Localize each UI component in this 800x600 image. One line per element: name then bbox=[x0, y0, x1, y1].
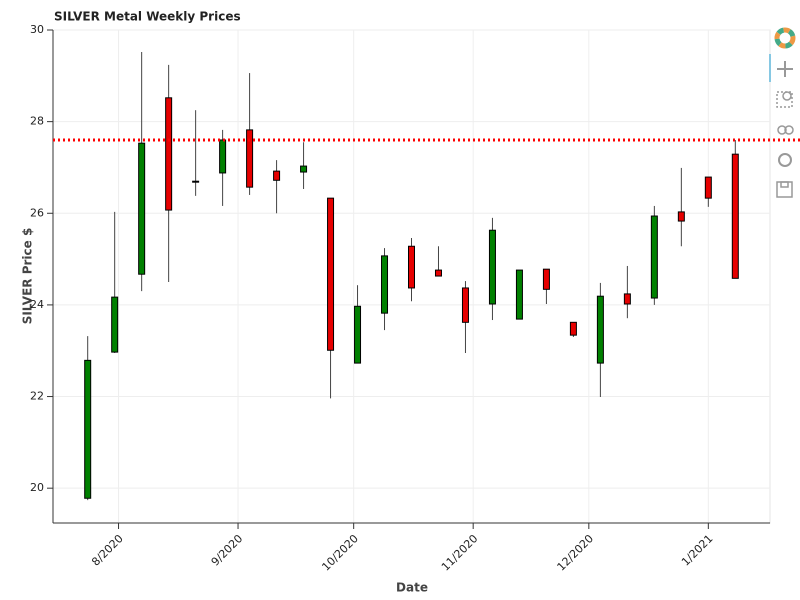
y-tick-label: 30 bbox=[30, 23, 44, 36]
x-tick-label: 9/2020 bbox=[209, 532, 246, 569]
x-axis-label: Date bbox=[396, 581, 428, 595]
bokeh-logo[interactable] bbox=[774, 27, 796, 49]
candle-body bbox=[677, 211, 685, 222]
candle-body bbox=[434, 269, 442, 277]
candle-body bbox=[300, 165, 308, 173]
x-tick-label: 8/2020 bbox=[89, 532, 126, 569]
candle-body bbox=[192, 180, 200, 183]
candle-body bbox=[569, 321, 577, 336]
save-tool[interactable] bbox=[776, 181, 793, 198]
x-tick-label: 11/2020 bbox=[439, 532, 481, 574]
candle-body bbox=[111, 296, 119, 353]
x-tick-label: 1/2021 bbox=[679, 532, 716, 569]
reset-tool[interactable] bbox=[778, 153, 792, 167]
x-tick-label: 10/2020 bbox=[319, 532, 361, 574]
candle-body bbox=[165, 97, 173, 211]
candle-body bbox=[488, 229, 496, 305]
candle-body bbox=[408, 245, 415, 289]
candle-body bbox=[138, 142, 146, 275]
wheel-zoom-tool[interactable] bbox=[777, 125, 794, 135]
chart-title: SILVER Metal Weekly Prices bbox=[54, 10, 241, 24]
y-tick-label: 24 bbox=[30, 298, 44, 311]
candle-body bbox=[623, 293, 631, 305]
y-tick-label: 22 bbox=[30, 390, 44, 403]
y-axis-label: SILVER Price $ bbox=[21, 228, 35, 325]
candle-body bbox=[246, 129, 254, 188]
candle-body bbox=[354, 305, 362, 364]
y-tick-label: 20 bbox=[30, 481, 44, 494]
y-tick-label: 26 bbox=[30, 206, 44, 219]
box-zoom-tool[interactable] bbox=[776, 91, 793, 108]
candle-body bbox=[381, 255, 389, 314]
y-tick-label: 28 bbox=[30, 115, 44, 128]
x-tick-label: 12/2020 bbox=[555, 532, 597, 574]
toolbar bbox=[769, 27, 796, 198]
candle-body bbox=[84, 359, 92, 499]
candle-body bbox=[273, 170, 281, 181]
candle-body bbox=[542, 268, 550, 290]
candle-body bbox=[704, 176, 712, 199]
candle-body bbox=[219, 139, 227, 174]
candle-body bbox=[515, 269, 523, 320]
candle-body bbox=[461, 287, 469, 323]
candle-body bbox=[731, 153, 739, 279]
candle-body bbox=[327, 197, 335, 351]
candle-body bbox=[650, 215, 658, 299]
pan-tool[interactable] bbox=[777, 61, 793, 77]
candle-body bbox=[596, 295, 604, 364]
